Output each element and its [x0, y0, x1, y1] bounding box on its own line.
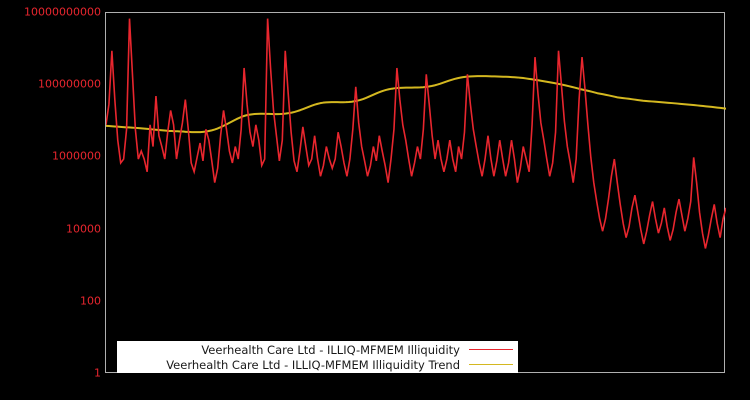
chart-canvas: [106, 18, 726, 249]
y-axis-tick-label: 10000: [66, 222, 101, 236]
legend-item-illiquidity[interactable]: Veerhealth Care Ltd - ILLIQ-MFMEM Illiqu…: [118, 342, 517, 357]
legend-color-swatch-illiquidity: [469, 349, 513, 350]
series-line-illiquidity: [106, 18, 726, 249]
legend-label-illiquidity: Veerhealth Care Ltd - ILLIQ-MFMEM Illiqu…: [201, 342, 460, 357]
y-axis-tick-label: 1: [94, 366, 101, 380]
y-axis-tick-label: 1000000: [52, 149, 101, 163]
plot-area: [105, 12, 726, 373]
series-line-illiquidity-trend: [106, 75, 726, 134]
legend-item-illiquidity-trend[interactable]: Veerhealth Care Ltd - ILLIQ-MFMEM Illiqu…: [118, 357, 517, 372]
y-axis-tick-label: 100000000: [38, 77, 101, 91]
chart-legend: Veerhealth Care Ltd - ILLIQ-MFMEM Illiqu…: [117, 341, 518, 373]
y-axis-tick-label: 10000000000: [24, 5, 101, 19]
y-axis-tick-label: 100: [80, 294, 101, 308]
legend-color-swatch-illiquidity-trend: [469, 364, 513, 365]
legend-label-illiquidity-trend: Veerhealth Care Ltd - ILLIQ-MFMEM Illiqu…: [166, 357, 460, 372]
y-axis-tick-labels: 10000000000 100000000 1000000 10000 100 1: [0, 0, 101, 400]
